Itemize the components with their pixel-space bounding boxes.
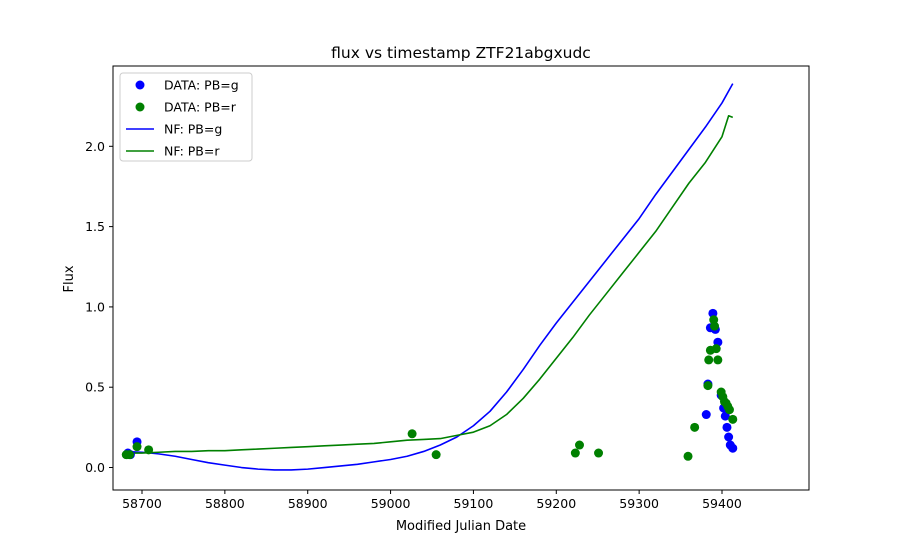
axis-ticks: 58700 58800 58900 59000 59100 59200 59300 59400… bbox=[85, 139, 742, 511]
data-point bbox=[431, 450, 441, 460]
y-axis-title: Flux bbox=[62, 265, 77, 292]
data-point bbox=[683, 451, 693, 461]
data-point bbox=[728, 414, 738, 424]
y-tick-label: 0.5 bbox=[85, 380, 105, 395]
data-point bbox=[728, 443, 738, 453]
legend-marker bbox=[135, 80, 145, 90]
legend-box bbox=[119, 72, 253, 162]
data-point bbox=[701, 410, 711, 420]
x-tick-label: 59200 bbox=[536, 496, 576, 511]
data-point bbox=[690, 422, 700, 432]
y-tick-label: 1.0 bbox=[85, 299, 105, 314]
x-tick-label: 59100 bbox=[454, 496, 494, 511]
series-line bbox=[125, 83, 734, 471]
data-point bbox=[704, 355, 714, 365]
series-line bbox=[125, 114, 734, 454]
y-tick-label: 1.5 bbox=[85, 219, 105, 234]
data-point bbox=[720, 411, 730, 421]
legend-label: NF: PB=r bbox=[164, 144, 220, 159]
x-tick-label: 59000 bbox=[371, 496, 411, 511]
data-point bbox=[144, 445, 154, 455]
x-tick-label: 59300 bbox=[619, 496, 659, 511]
x-tick-label: 58900 bbox=[288, 496, 328, 511]
y-tick-label: 2.0 bbox=[85, 139, 105, 154]
data-point bbox=[710, 321, 720, 331]
data-point bbox=[703, 381, 713, 391]
data-point bbox=[407, 429, 417, 439]
data-point bbox=[570, 448, 580, 458]
x-axis-title: Modified Julian Date bbox=[396, 519, 526, 534]
plot-frame bbox=[112, 65, 810, 491]
legend-label: NF: PB=g bbox=[164, 122, 222, 137]
legend-marker bbox=[135, 102, 145, 112]
x-tick-label: 58800 bbox=[205, 496, 245, 511]
legend: DATA: PB=g DATA: PB=r NF: PB=g NF: PB=r bbox=[119, 72, 253, 162]
y-tick-label: 0.0 bbox=[85, 460, 105, 475]
data-point bbox=[724, 405, 734, 415]
data-point bbox=[724, 432, 734, 442]
data-point bbox=[574, 440, 584, 450]
x-tick-label: 58700 bbox=[122, 496, 162, 511]
legend-label: DATA: PB=g bbox=[164, 78, 239, 93]
data-point bbox=[722, 422, 732, 432]
data-point bbox=[711, 344, 721, 354]
data-point bbox=[125, 450, 135, 460]
legend-label: DATA: PB=r bbox=[164, 100, 237, 115]
data-point bbox=[713, 355, 723, 365]
data-point bbox=[594, 448, 604, 458]
chart-title: flux vs timestamp ZTF21abgxudc bbox=[331, 44, 591, 62]
x-tick-label: 59400 bbox=[702, 496, 742, 511]
plot-area bbox=[121, 83, 738, 471]
data-point bbox=[132, 442, 142, 452]
